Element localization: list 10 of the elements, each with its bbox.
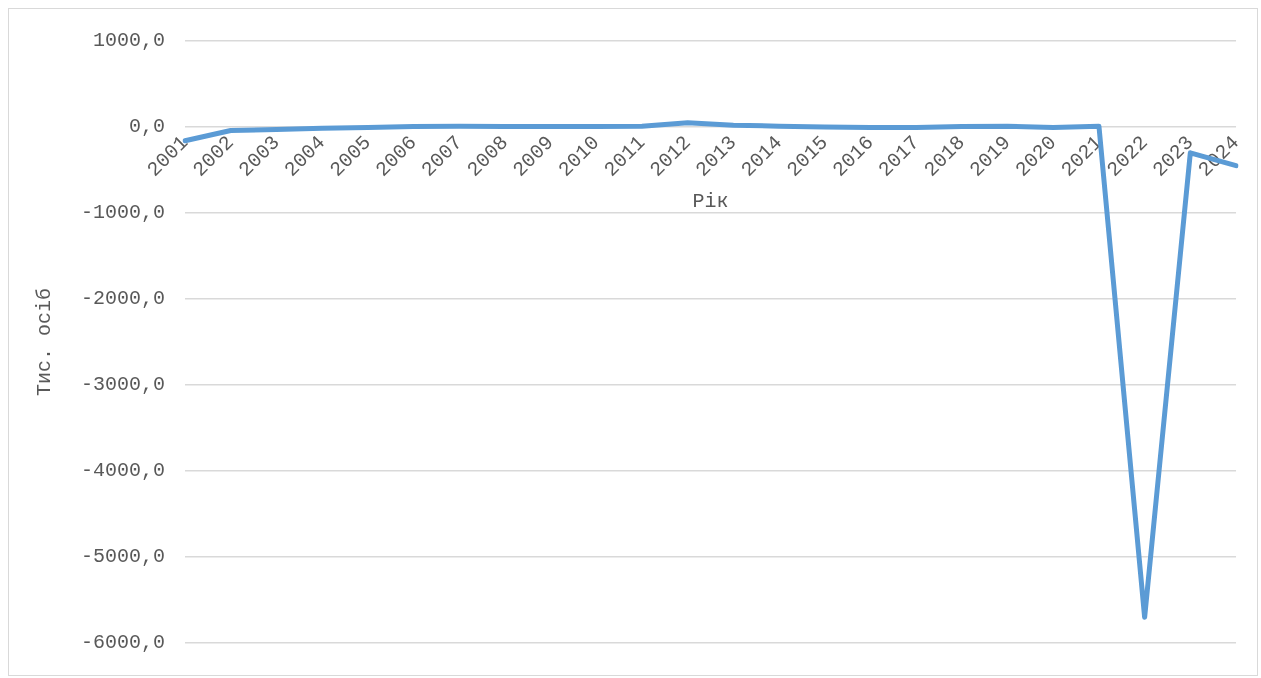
y-tick-label: -6000,0 [81, 631, 166, 655]
y-tick-label: -4000,0 [81, 459, 166, 483]
y-tick-label: -1000,0 [81, 201, 166, 225]
y-axis-title: Тис. осіб [33, 287, 57, 397]
y-tick-label: -2000,0 [81, 287, 166, 311]
y-tick-label: -5000,0 [81, 545, 166, 569]
x-axis-title: Рік [692, 190, 729, 214]
y-tick-label: -3000,0 [81, 373, 166, 397]
y-tick-label: 1000,0 [93, 29, 166, 53]
y-tick-label: 0,0 [129, 115, 166, 139]
